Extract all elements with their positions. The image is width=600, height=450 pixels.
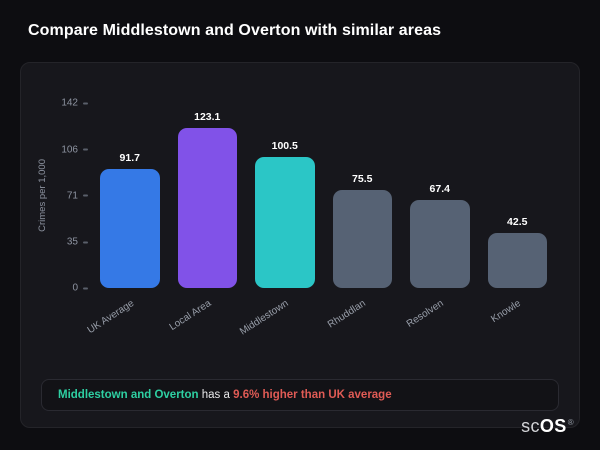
- tick-mark: [83, 102, 88, 104]
- tick-mark: [83, 194, 88, 197]
- note-highlight: Middlestown and Overton: [58, 389, 199, 401]
- logo-prefix: sc: [521, 416, 540, 436]
- x-axis-label: Resolven: [404, 298, 446, 330]
- logo-suffix: OS: [539, 416, 567, 436]
- y-tick: 71: [67, 190, 88, 201]
- plot-area: 142 106 71 35 0 91.7 UK Average 123.1 Local Are…: [52, 98, 553, 338]
- y-axis-ticks: 142 106 71 35 0: [52, 98, 88, 294]
- bar[interactable]: [410, 200, 470, 288]
- y-axis-title-wrap: Crimes per 1,000: [37, 103, 48, 288]
- chart-card: Crimes per 1,000 142 106 71 35 0 91.7 UK Aver…: [20, 62, 580, 428]
- bar-value-label: 67.4: [429, 183, 450, 196]
- y-tick: 0: [72, 283, 88, 294]
- summary-note: Middlestown and Overton has a 9.6% highe…: [41, 379, 559, 411]
- bars: 91.7 UK Average 123.1 Local Area 100.5 Middle…: [85, 103, 547, 338]
- x-axis-label: Rhuddlan: [326, 298, 369, 331]
- bar-value-label: 75.5: [352, 172, 373, 185]
- bar-value-label: 123.1: [194, 110, 221, 123]
- scos-logo: scOS®: [521, 416, 574, 437]
- bar-group: 123.1 Local Area: [168, 103, 237, 333]
- y-axis-title: Crimes per 1,000: [37, 159, 48, 232]
- bar-group: 91.7 UK Average: [85, 103, 160, 336]
- y-tick: 142: [61, 98, 88, 109]
- bar-value-label: 42.5: [507, 215, 528, 228]
- bar[interactable]: [100, 168, 160, 288]
- bar[interactable]: [332, 189, 392, 288]
- note-alert: 9.6% higher than UK average: [233, 389, 392, 401]
- bar-value-label: 100.5: [271, 140, 298, 153]
- page-title: Compare Middlestown and Overton with sim…: [28, 22, 442, 39]
- tick-mark: [83, 287, 88, 289]
- y-tick: 106: [61, 144, 88, 155]
- bar-group: 100.5 Middlestown: [238, 103, 315, 338]
- tick-mark: [83, 148, 88, 151]
- bar[interactable]: [177, 127, 237, 288]
- note-middle: has a: [201, 389, 230, 401]
- y-tick: 35: [67, 237, 88, 248]
- x-axis-label: Middlestown: [238, 298, 291, 338]
- x-axis-label: Knowle: [489, 298, 524, 326]
- tick-mark: [83, 241, 88, 244]
- bar-group: 42.5 Knowle: [487, 103, 547, 325]
- bar[interactable]: [255, 157, 315, 288]
- bar-group: 75.5 Rhuddlan: [326, 103, 392, 331]
- registered-mark: ®: [567, 418, 574, 427]
- bar-group: 67.4 Resolven: [405, 103, 470, 330]
- x-axis-label: UK Average: [85, 298, 136, 337]
- bar[interactable]: [487, 232, 547, 288]
- bar-chart: Crimes per 1,000 142 106 71 35 0 91.7 UK Aver…: [21, 63, 579, 350]
- x-axis-label: Local Area: [167, 298, 214, 333]
- bar-value-label: 91.7: [119, 151, 140, 164]
